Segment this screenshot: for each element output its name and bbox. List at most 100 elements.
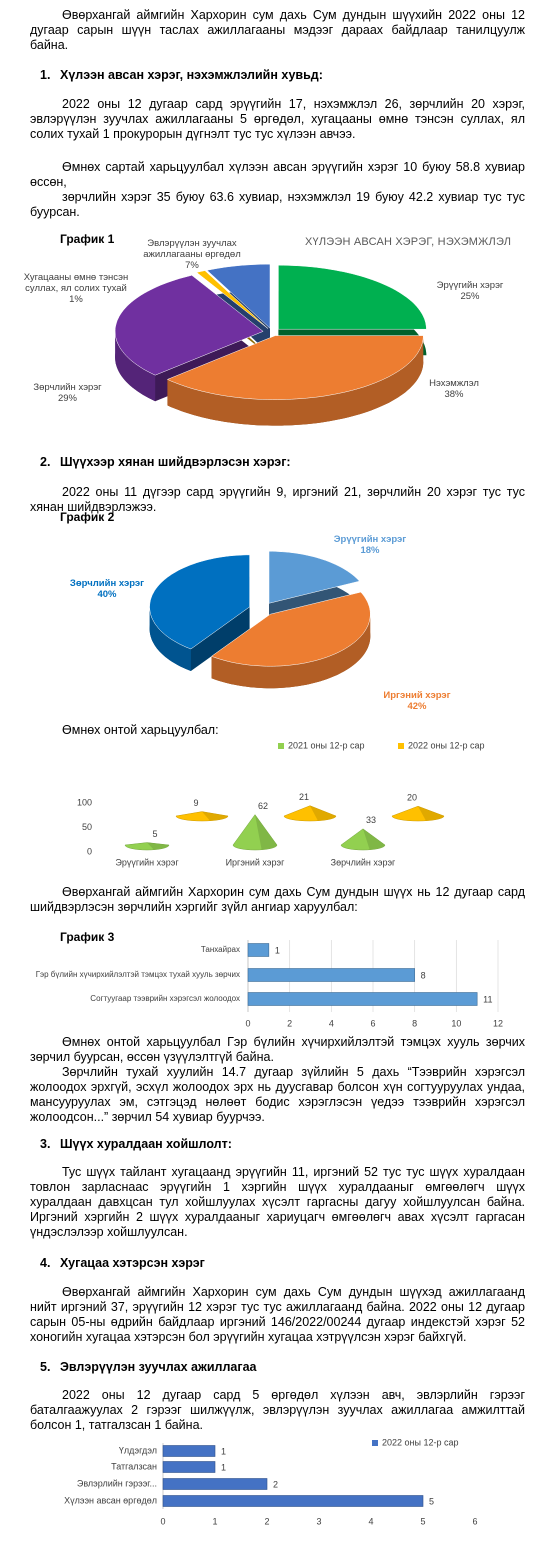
bar <box>162 1478 268 1490</box>
slice-side <box>211 614 371 689</box>
bar <box>162 1445 216 1457</box>
value-label: 18% <box>360 545 380 556</box>
pie-chart: График 2 Эрүүгийн хэрэг 18% Иргэний хэрэг 4… <box>0 511 546 720</box>
pie-slice <box>278 264 427 330</box>
data-label: Зөрчлийн хэрэг 29% <box>20 382 115 404</box>
data-label: Эрүүгийн хэрэг 18% <box>330 534 410 556</box>
slice-side <box>167 335 424 426</box>
heading-text: Хүлээн авсан хэрэг, нэхэмжлэлийн хувьд: <box>60 68 323 82</box>
value-label: 7% <box>185 260 199 271</box>
heading: 4. Хугацаа хэтэрсэн хэрэг <box>40 1256 205 1270</box>
value-label: 38% <box>444 389 464 400</box>
chart-canvas <box>149 551 371 689</box>
chart-canvas <box>114 263 427 426</box>
paragraph: 2022 оны 12 дугаар сард эрүүгийн 17, нэх… <box>30 97 525 141</box>
value-label: 2 <box>273 1479 278 1489</box>
category-label: Эрүүгийн хэрэг <box>436 280 504 291</box>
chart-canvas: 0 50 100 2021 оны 12-р сар 2022 оны 12-р сар… <box>77 740 485 867</box>
cone-shade <box>255 814 277 850</box>
heading-text: Шүүх хуралдаан хойшлолт: <box>60 1137 232 1151</box>
y-tick-label: 0 <box>87 846 92 856</box>
x-tick-label: 1 <box>212 1516 217 1526</box>
data-label: Зөрчлийн хэрэг 40% <box>68 578 146 600</box>
category-label: Зөрчлийн хэрэг <box>33 382 102 393</box>
category-label: Зөрчлийн хэрэг <box>69 578 145 589</box>
x-tick-label: Эрүүгийн хэрэг <box>115 857 179 867</box>
heading-text: Эвлэрүүлэн зуучлах ажиллагаа <box>60 1360 257 1374</box>
x-tick-label: 8 <box>412 1018 417 1028</box>
pie-chart: График 1 ХҮЛЭЭН АВСАН ХЭРЭГ, НЭХЭМЖЛЭЛ Э… <box>0 228 546 448</box>
value-label: 21 <box>299 792 309 802</box>
paragraph: Өвөрхангай аймгийн Хархорин сум дахь Сум… <box>30 8 525 52</box>
cone-shade <box>310 805 336 821</box>
bar <box>247 968 415 982</box>
y-tick-label: Гэр бүлийн хүчирхийлэлтэй тэмцэх тухай х… <box>35 970 240 979</box>
paragraph: Зөрчлийн тухай хуулийн 14.7 дугаар зүйли… <box>30 1065 525 1124</box>
bar-chart: 0 2 4 6 8 10 12 1 8 11 График 3 Танхайрах Гэр бүли… <box>0 928 546 1032</box>
heading: 2. Шүүхээр хянан шийдвэрлэсэн хэрэг: <box>40 455 291 469</box>
value-label: 5 <box>429 1496 434 1506</box>
heading-number: 5. <box>40 1360 51 1374</box>
data-label: Хугацааны өмнө тэнсэн суллах, ял солих т… <box>22 272 130 305</box>
chart-title: ХҮЛЭЭН АВСАН ХЭРЭГ, НЭХЭМЖЛЭЛ <box>305 236 512 248</box>
legend-label: 2021 оны 12-р сар <box>288 740 365 750</box>
heading: 5. Эвлэрүүлэн зуучлах ажиллагаа <box>40 1360 256 1374</box>
data-label: Нэхэмжлэл 38% <box>418 378 490 400</box>
heading-number: 2. <box>40 455 51 469</box>
value-label: 29% <box>57 393 77 404</box>
legend-label: 2022 оны 12-р сар <box>408 740 485 750</box>
pie-slice <box>268 551 360 604</box>
heading-number: 1. <box>40 68 51 82</box>
value-label: 9 <box>193 798 198 808</box>
heading-text: Шүүхээр хянан шийдвэрлэсэн хэрэг: <box>60 455 291 469</box>
value-label: 42% <box>407 701 427 712</box>
x-tick-label: 2 <box>287 1018 292 1028</box>
bar-chart: 0 1 2 3 4 5 6 2022 оны 12-р сар 1 1 2 5 Үлдэгдэл Тат… <box>0 1435 546 1530</box>
y-tick-label: Үлдэгдэл <box>118 1445 157 1456</box>
x-tick-label: 4 <box>368 1516 373 1526</box>
bar <box>247 943 270 957</box>
data-label: Эвлэрүүлэн зуучлах ажиллагааны өргөдөл 7% <box>128 238 256 271</box>
paragraph: Өмнөх сартай харьцуулбал хүлээн авсан эр… <box>30 160 525 189</box>
chart-canvas: 0 1 2 3 4 5 6 2022 оны 12-р сар 1 1 2 5 <box>160 1437 477 1526</box>
category-label: Хугацааны өмнө тэнсэн суллах, ял солих т… <box>23 272 129 294</box>
x-tick-label: 4 <box>329 1018 334 1028</box>
slice-side <box>149 606 191 671</box>
value-label: 8 <box>421 970 426 980</box>
pie-slice <box>114 275 264 376</box>
x-tick-label: 6 <box>472 1516 477 1526</box>
cone-chart: 0 50 100 2021 оны 12-р сар 2022 оны 12-р сар… <box>0 738 546 873</box>
pie-slice <box>210 591 371 667</box>
heading: 3. Шүүх хуралдаан хойшлолт: <box>40 1137 232 1151</box>
paragraph: Тус шүүх тайлант хугацаанд эрүүгийн 11, … <box>30 1165 525 1239</box>
legend-swatch <box>398 743 404 749</box>
value-label: 40% <box>97 589 117 600</box>
x-tick-label: 3 <box>316 1516 321 1526</box>
y-tick-label: Эвлэрлийн гэрээг... <box>76 1478 157 1489</box>
paragraph: зөрчлийн хэрэг 35 буюу 63.6 хувиар, нэхэ… <box>30 190 525 219</box>
chart-label: График 1 <box>60 232 115 246</box>
legend-swatch <box>278 743 284 749</box>
pie-slice <box>166 335 424 400</box>
y-tick-label: Танхайрах <box>200 945 240 954</box>
x-tick-label: 2 <box>264 1516 269 1526</box>
x-tick-label: Иргэний хэрэг <box>226 857 286 867</box>
x-tick-label: 6 <box>370 1018 375 1028</box>
pie-slice <box>149 554 250 650</box>
x-tick-label: 12 <box>493 1018 503 1028</box>
value-label: 1 <box>275 945 280 955</box>
chart-label: График 3 <box>60 930 115 944</box>
paragraph: Өмнөх онтой харьцуулбал: <box>62 723 219 737</box>
pie-slice <box>196 270 269 329</box>
value-label: 5 <box>152 829 157 839</box>
heading-text: Хугацаа хэтэрсэн хэрэг <box>60 1256 205 1270</box>
chart-canvas: 0 2 4 6 8 10 12 1 8 11 <box>245 940 503 1028</box>
value-label: 25% <box>460 291 480 302</box>
category-label: Иргэний хэрэг <box>383 690 451 701</box>
paragraph: 2022 оны 11 дүгээр сард эрүүгийн 9, иргэ… <box>30 485 525 514</box>
x-tick-label: 10 <box>451 1018 461 1028</box>
y-tick-label: Согтуугаар тээврийн хэрэгсэл жолоодох <box>90 994 240 1003</box>
paragraph: Өмнөх онтой харьцуулбал Гэр бүлийн хүчир… <box>30 1035 525 1064</box>
paragraph: Өвөрхангай аймгийн Хархорин сум дахь Сум… <box>30 1285 525 1344</box>
x-tick-label: Зөрчлийн хэрэг <box>331 857 396 867</box>
